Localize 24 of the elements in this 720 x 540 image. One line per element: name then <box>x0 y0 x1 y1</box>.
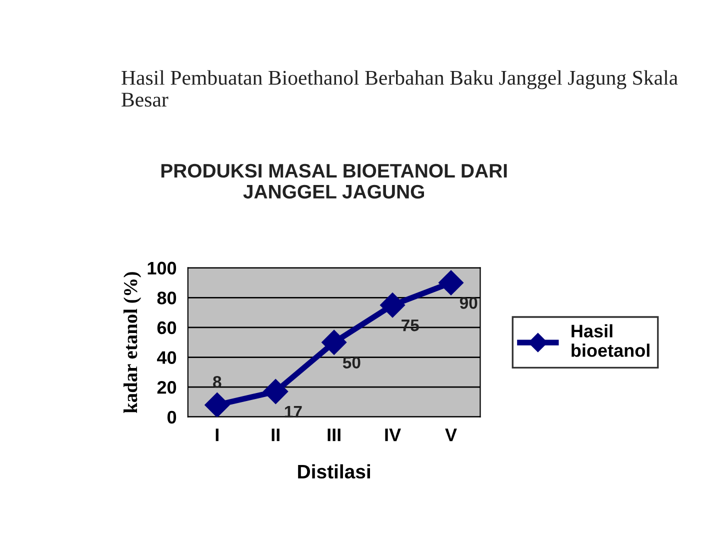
text: Hasil Pembuatan Bioethanol Berbahan Baku Janggel Jagung Skala Besar <box>122 70 678 107</box>
point <box>263 379 288 404</box>
point <box>438 270 464 296</box>
y-tick-label: 60 <box>157 321 176 334</box>
x-tick-label: II <box>272 428 280 442</box>
point <box>204 392 230 417</box>
x-tick-label: IV <box>385 428 401 442</box>
data-label: 90 <box>460 297 478 309</box>
y-tick-label: 20 <box>157 381 176 394</box>
data-label: 50 <box>342 356 360 368</box>
y-axis-title: kadar etanol (%) <box>124 272 142 413</box>
x-tick-label: V <box>445 428 457 442</box>
y-tick-label: 0 <box>167 410 176 424</box>
y-tick-label: 40 <box>157 351 176 364</box>
x-tick-label: III <box>328 428 340 442</box>
point <box>322 330 347 355</box>
y-tick-label: 80 <box>157 292 176 304</box>
x-tick-label: I <box>216 428 218 442</box>
x-axis-title: Distilasi <box>298 464 370 479</box>
chart-title: PRODUKSI MASAL BIOETANOL DARI JANGGEL JAGUNG <box>161 164 507 199</box>
point <box>380 292 406 318</box>
legend-label: Hasil bioetanol <box>572 324 650 357</box>
data-label: 8 <box>213 376 222 388</box>
y-tick-label: 100 <box>148 262 176 275</box>
